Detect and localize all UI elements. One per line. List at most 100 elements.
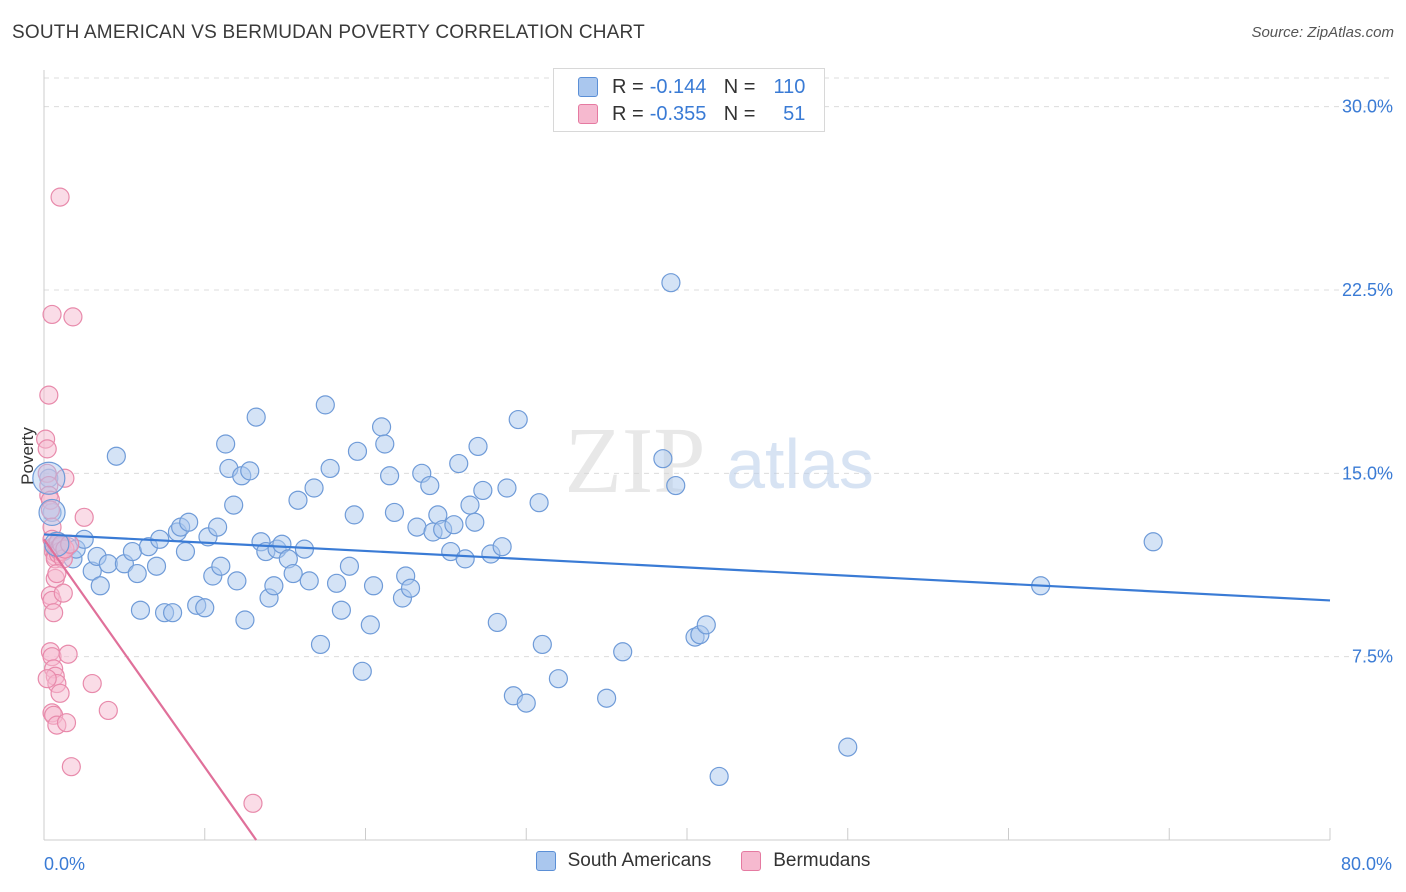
point-south-americans: [380, 466, 400, 486]
points-layer: [32, 187, 1163, 813]
watermark: ZIP atlas: [565, 409, 874, 513]
point-south-americans: [106, 446, 126, 466]
point-south-americans: [1143, 532, 1163, 552]
trend-line-bermudans: [43, 538, 258, 841]
series-legend: South Americans Bermudans: [0, 850, 1406, 872]
point-south-americans: [127, 563, 147, 584]
legend-n-value: 51: [783, 102, 806, 125]
legend-swatch-bermudans: [578, 104, 598, 124]
legend-n-label: N =: [723, 75, 756, 98]
point-bermudans: [58, 644, 78, 664]
y-axis-label: Poverty: [18, 427, 37, 485]
point-south-americans: [548, 669, 569, 689]
point-south-americans: [208, 517, 228, 537]
point-bermudans: [37, 439, 57, 459]
point-south-americans: [455, 549, 475, 569]
point-south-americans: [613, 642, 633, 662]
series-swatch-bermudans: [741, 851, 762, 871]
y-tick-label: 15.0%: [1342, 463, 1393, 483]
point-south-americans: [516, 693, 536, 713]
axis-layer: 7.5% 15.0% 22.5% 30.0% 0.0% 80.0%: [43, 70, 1393, 874]
point-south-americans: [352, 661, 372, 681]
trend-line-south-americans: [43, 533, 1331, 602]
legend-n-label: N =: [723, 102, 756, 125]
point-south-americans: [473, 480, 493, 501]
point-south-americans: [315, 395, 335, 415]
point-south-americans: [444, 515, 464, 535]
point-south-americans: [264, 576, 284, 596]
point-south-americans: [326, 573, 347, 593]
x-tick-label: 0.0%: [44, 854, 85, 874]
point-south-americans: [90, 576, 110, 596]
point-south-americans: [407, 517, 427, 537]
watermark-zip: ZIP: [565, 409, 706, 513]
correlation-legend: R = -0.144 N = 110 R = -0.355 N = 51: [553, 68, 825, 132]
point-south-americans: [460, 495, 480, 515]
point-bermudans: [243, 793, 263, 813]
point-south-americans: [98, 554, 118, 574]
point-south-americans: [363, 576, 384, 596]
y-tick-label: 22.5%: [1342, 280, 1393, 300]
point-south-americans: [320, 458, 340, 479]
point-south-americans: [224, 495, 244, 515]
point-south-americans: [299, 571, 319, 591]
point-south-americans: [487, 612, 507, 633]
point-south-americans: [468, 436, 488, 457]
series-legend-south-americans[interactable]: South Americans: [535, 850, 712, 872]
point-south-americans: [371, 417, 392, 437]
point-south-americans: [163, 603, 183, 623]
point-south-americans: [339, 556, 360, 576]
point-south-americans: [529, 493, 549, 513]
point-south-americans: [331, 600, 351, 620]
point-south-americans: [666, 475, 686, 496]
point-bermudans: [37, 669, 57, 689]
chart-title: SOUTH AMERICAN VS BERMUDAN POVERTY CORRE…: [12, 22, 645, 43]
point-bermudans: [42, 304, 62, 325]
legend-r-label: R =: [612, 75, 644, 98]
point-south-americans: [288, 490, 308, 510]
point-south-americans: [497, 478, 517, 498]
point-south-americans: [492, 537, 512, 557]
point-south-americans-cluster: [32, 461, 66, 495]
series-legend-bermudans[interactable]: Bermudans: [741, 850, 870, 872]
legend-row-south-americans: R = -0.144 N = 110: [578, 74, 805, 100]
point-bermudans: [63, 307, 83, 327]
point-south-americans: [532, 634, 552, 655]
point-south-americans: [227, 571, 247, 591]
point-south-americans: [283, 563, 303, 584]
point-south-americans: [304, 478, 324, 498]
legend-r-value: -0.144: [649, 75, 707, 98]
point-south-americans: [146, 556, 167, 576]
point-south-americans: [246, 407, 266, 427]
legend-r-value: -0.355: [649, 102, 707, 125]
point-south-americans: [696, 615, 716, 635]
point-south-americans: [240, 461, 260, 481]
point-south-americans: [347, 441, 368, 461]
point-south-americans: [310, 634, 331, 655]
point-south-americans: [360, 615, 380, 635]
point-bermudans: [50, 187, 70, 207]
source-label: Source: ZipAtlas.com: [1251, 24, 1394, 41]
point-south-americans: [661, 273, 681, 293]
point-south-americans: [235, 610, 255, 630]
point-south-americans: [838, 737, 858, 757]
point-south-americans: [384, 502, 405, 523]
series-label-bermudans: Bermudans: [773, 850, 871, 871]
point-south-americans: [653, 449, 673, 469]
point-bermudans: [50, 683, 70, 703]
y-tick-label: 30.0%: [1342, 97, 1393, 117]
point-south-americans: [597, 688, 617, 708]
y-tick-label: 7.5%: [1352, 647, 1393, 667]
point-south-americans: [400, 578, 421, 598]
series-swatch-south-americans: [535, 851, 556, 871]
point-south-americans: [420, 475, 440, 496]
watermark-atlas: atlas: [726, 425, 874, 503]
point-south-americans: [344, 505, 364, 525]
point-south-americans: [465, 512, 485, 532]
series-label-south-americans: South Americans: [567, 850, 712, 871]
point-south-americans: [375, 434, 395, 454]
point-south-americans: [211, 556, 231, 576]
point-bermudans: [98, 700, 118, 721]
trend-layer: [43, 533, 1331, 841]
